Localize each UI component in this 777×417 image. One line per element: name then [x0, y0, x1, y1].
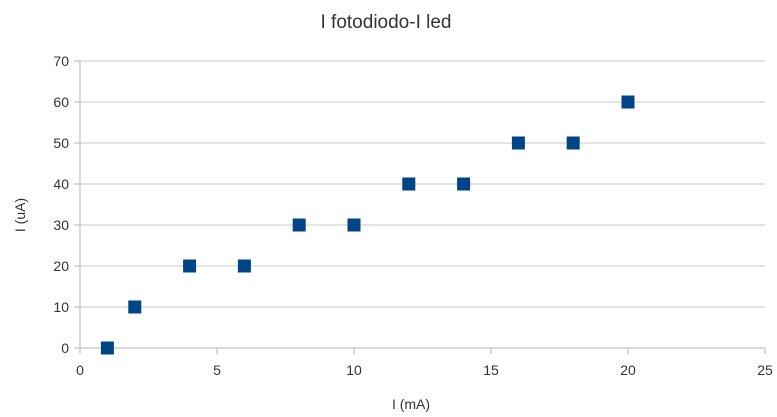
x-tick-labels: 0 5 10 15 20 25: [76, 362, 773, 378]
y-tick-label: 40: [53, 176, 69, 192]
chart-title: I fotodiodo-I led: [321, 12, 452, 33]
x-tick-label: 10: [346, 362, 362, 378]
x-tick-label: 15: [483, 362, 499, 378]
x-tick-label: 20: [620, 362, 636, 378]
x-tick-label: 5: [213, 362, 221, 378]
data-point: [457, 177, 471, 191]
y-tick-label: 60: [53, 94, 69, 110]
data-point: [347, 218, 361, 232]
x-tick-label: 0: [76, 362, 84, 378]
x-tick-label: 25: [757, 362, 773, 378]
grid-lines: [80, 60, 765, 349]
data-point: [183, 259, 197, 273]
data-point: [402, 177, 416, 191]
data-point: [237, 259, 251, 273]
y-tick-label: 0: [61, 340, 69, 356]
data-point: [292, 218, 306, 232]
data-point: [128, 300, 142, 314]
y-tick-label: 50: [53, 135, 69, 151]
x-axis-label: I (mA): [392, 396, 430, 412]
data-points: [100, 95, 635, 355]
data-point: [511, 136, 525, 150]
y-tick-label: 70: [53, 53, 69, 69]
y-tick-label: 20: [53, 258, 69, 274]
y-tick-label: 30: [53, 217, 69, 233]
data-point: [566, 136, 580, 150]
y-tick-label: 10: [53, 299, 69, 315]
data-point: [621, 95, 635, 109]
data-point: [100, 341, 114, 355]
axes: [74, 60, 766, 354]
y-tick-labels: 0 10 20 30 40 50 60 70: [53, 53, 69, 356]
y-axis-label: I (uA): [12, 198, 28, 232]
